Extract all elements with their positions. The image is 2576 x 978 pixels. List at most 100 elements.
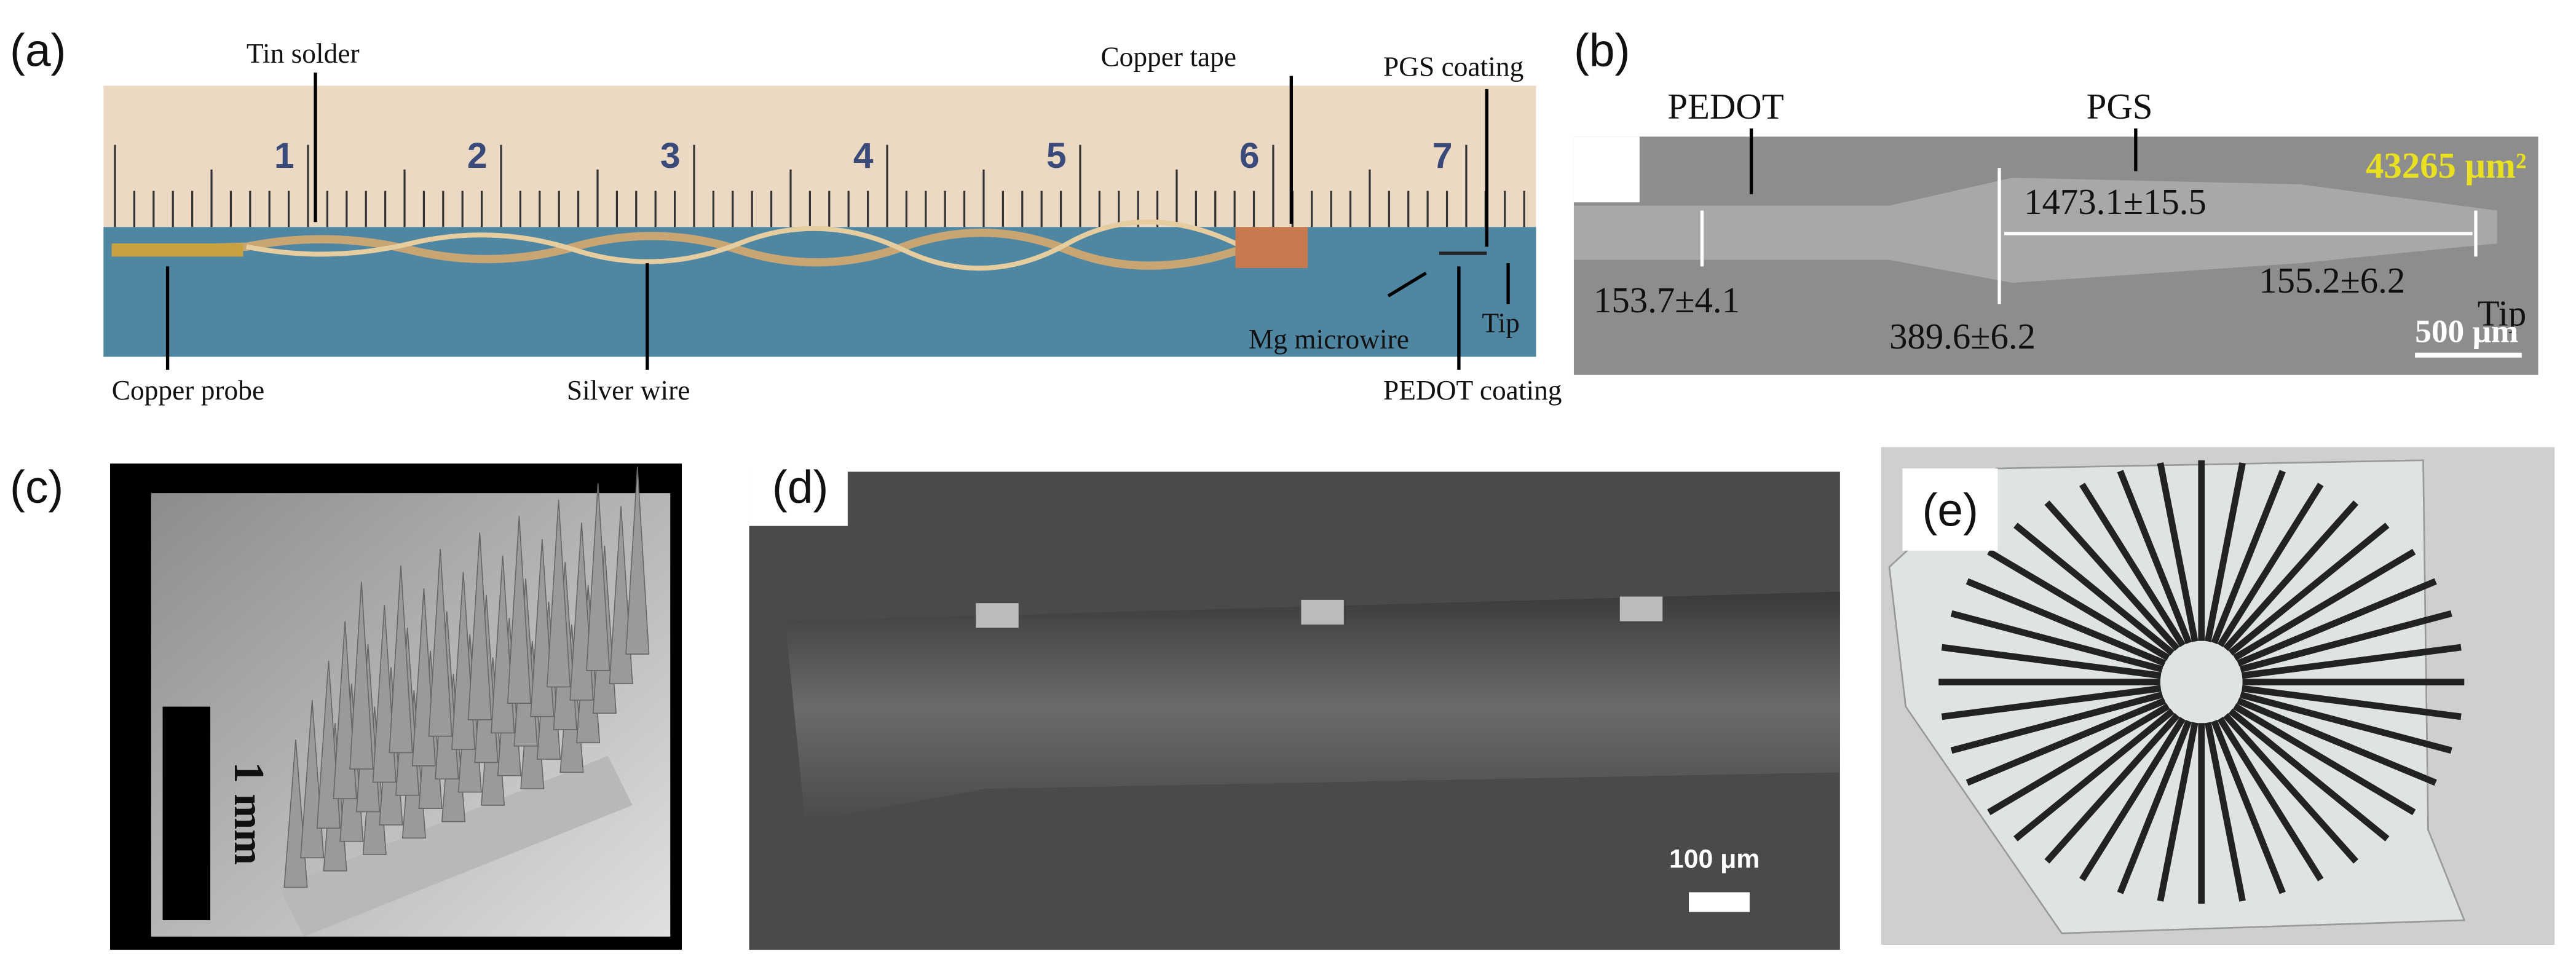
trace: [2157, 722, 2199, 902]
annotation: Mg microwire: [1249, 324, 1409, 355]
copper-tape: [1235, 227, 1308, 269]
panel-label: (a): [10, 24, 66, 76]
trace: [1950, 691, 2163, 754]
copper-probe: [111, 243, 243, 257]
label-box: [749, 460, 848, 526]
needle: [625, 467, 650, 655]
trace: [2204, 462, 2246, 642]
trace: [2217, 483, 2324, 647]
needle: [507, 516, 531, 704]
scale-label: 100 μm: [1669, 844, 1760, 873]
trace: [1941, 685, 2162, 720]
trace: [2242, 685, 2462, 720]
panel-label: (b): [1574, 24, 1630, 76]
ruler-number: 4: [853, 136, 874, 176]
annotation: Tip: [1482, 307, 1519, 338]
trace: [2228, 523, 2390, 656]
annotation: PEDOT coating: [1383, 375, 1562, 406]
trace: [2233, 548, 2416, 661]
trace: [2228, 708, 2390, 842]
ruler-numbers: 1 2 3 4 5 6 7: [274, 136, 1453, 176]
trace: [1941, 644, 2162, 679]
ruler: [103, 85, 1536, 227]
trace: [1987, 703, 2170, 816]
label-box: [1902, 468, 1998, 551]
scale-label: 500 μm: [2415, 312, 2518, 349]
trace: [1966, 578, 2167, 667]
base: [279, 755, 633, 937]
trace: [2223, 500, 2359, 651]
annotation: 1473.1±15.5: [2024, 182, 2207, 222]
needle: [546, 499, 571, 688]
trace: [2223, 712, 2359, 864]
probe: [785, 591, 1840, 822]
panel-e: (e): [1881, 447, 2555, 945]
annotation: 389.6±6.2: [1889, 317, 2036, 357]
trace: [2117, 470, 2192, 644]
trace: [2217, 717, 2324, 881]
trace: [2079, 717, 2186, 881]
panel-a: (a) 1 2 3 4 5 6 7 Tin solder Copper tape PGS c…: [10, 24, 1562, 405]
ruler-number: 3: [660, 136, 681, 176]
ruler-number: 7: [1432, 136, 1453, 176]
scale-bar: [1689, 892, 1750, 912]
needle: [586, 483, 610, 671]
trace: [2013, 708, 2175, 842]
needle: [349, 582, 374, 770]
trace: [2242, 644, 2462, 679]
trace: [2239, 610, 2452, 673]
trace: [1987, 548, 2170, 661]
annotation: 155.2±6.2: [2259, 261, 2405, 301]
panel-label: (c): [10, 461, 63, 513]
arrow: [1387, 271, 1427, 298]
microneedles: [283, 467, 650, 888]
wire: [1573, 178, 2497, 283]
annotation: PEDOT: [1667, 87, 1784, 127]
annotation: 153.7±4.1: [1594, 280, 1740, 320]
panel-c: (c) 1 mm: [10, 461, 682, 950]
trace: [2211, 720, 2286, 894]
panel-label: (e): [1922, 484, 1978, 536]
trace: [2079, 483, 2186, 647]
background: [1573, 136, 1640, 203]
trace: [2211, 470, 2286, 644]
trace: [2044, 500, 2180, 651]
silver-wire: [111, 228, 1250, 270]
needle: [467, 532, 492, 720]
trace: [2237, 697, 2437, 786]
annotation: 43265 μm²: [2366, 146, 2526, 186]
silver-wire-strand: [246, 219, 1250, 271]
ruler-number: 5: [1046, 136, 1067, 176]
annotation: Copper probe: [112, 375, 264, 406]
annotation: Tin solder: [247, 38, 360, 69]
needle: [428, 548, 452, 737]
electrode: [976, 603, 1019, 628]
annotation: PGS: [2087, 87, 2153, 127]
trace: [1950, 610, 2163, 673]
trace: [2044, 712, 2180, 864]
electrode: [1619, 596, 1663, 621]
scale-label: 1 mm: [225, 762, 272, 865]
ruler-number: 1: [274, 136, 294, 176]
trace: [2013, 523, 2175, 656]
trace: [2157, 462, 2199, 642]
annotation: Copper tape: [1100, 41, 1236, 72]
annotation: Tip: [2478, 294, 2527, 334]
ruler-number: 6: [1239, 136, 1260, 176]
scale-bar: [162, 706, 211, 920]
annotation: Silver wire: [567, 375, 690, 406]
trace: [2117, 720, 2192, 894]
traces: [1938, 460, 2465, 904]
electrode: [1301, 599, 1344, 625]
panel-b: (b) PEDOT PGS 43265 μm² 1473.1±15.5 153.…: [1573, 24, 2538, 375]
trace: [2239, 691, 2452, 754]
trace: [2237, 578, 2437, 667]
panel-d: (d) 100 μm: [749, 460, 1840, 950]
trace: [2204, 722, 2246, 902]
needle: [389, 565, 413, 754]
ruler-number: 2: [467, 136, 488, 176]
annotation: PGS coating: [1383, 51, 1523, 82]
